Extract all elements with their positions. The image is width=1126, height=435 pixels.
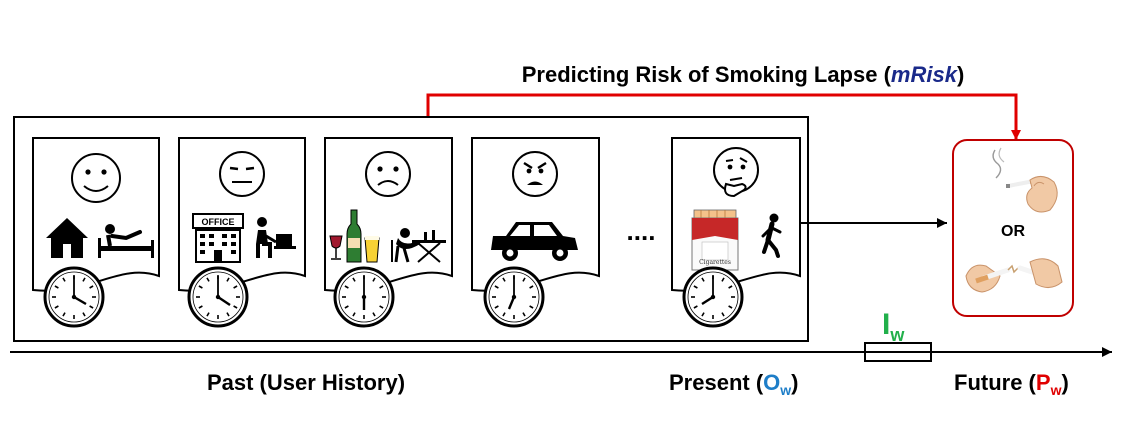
clock-icon [333,266,395,328]
happy-face-icon [71,153,121,203]
resting-in-bed-icon [98,224,154,258]
angry-face-icon [512,151,558,197]
home-icon [46,218,88,258]
broken-cigarette-icon [965,258,1063,293]
interval-bracket [864,342,932,362]
drunk-at-table-icon [391,228,446,263]
walking-person-icon [761,213,782,258]
cigarette-pack-label: Cigarettes [699,259,731,266]
office-building-icon: OFFICE [192,213,244,263]
clock-icon [483,266,545,328]
interval-label: Iw [882,308,905,345]
present-label: Present (Ow) [669,370,799,398]
outcome-box: OR [952,139,1074,317]
office-sign: OFFICE [202,217,235,227]
history-card: Cigarettes [671,137,801,328]
risk-prediction-arrow [426,93,1021,140]
mrisk-label: mRisk [891,62,959,87]
history-card [471,137,600,328]
title-group: Predicting Risk of Smoking Lapse (mRisk) [522,62,965,87]
working-at-laptop-icon [256,217,296,258]
diagram-title: Predicting Risk of Smoking Lapse (mRisk) [522,62,965,87]
sad-face-icon [365,151,411,197]
smoking-cigarette-icon [992,147,1058,213]
ellipsis: .... [627,216,656,246]
clock-icon [43,266,105,328]
clock-icon [682,266,744,328]
clock-icon [187,266,249,328]
past-label: Past (User History) [207,370,405,395]
history-card: OFFICE [178,137,306,328]
or-separator: OR [1001,223,1025,240]
car-icon [491,222,578,261]
neutral-face-icon [219,151,265,197]
future-label: Future (Pw) [954,370,1069,398]
cigarette-pack-icon: Cigarettes [691,209,739,271]
history-card [32,137,160,328]
thinking-face-icon [713,147,759,198]
history-card [324,137,453,328]
wine-and-beer-icon [329,209,380,263]
